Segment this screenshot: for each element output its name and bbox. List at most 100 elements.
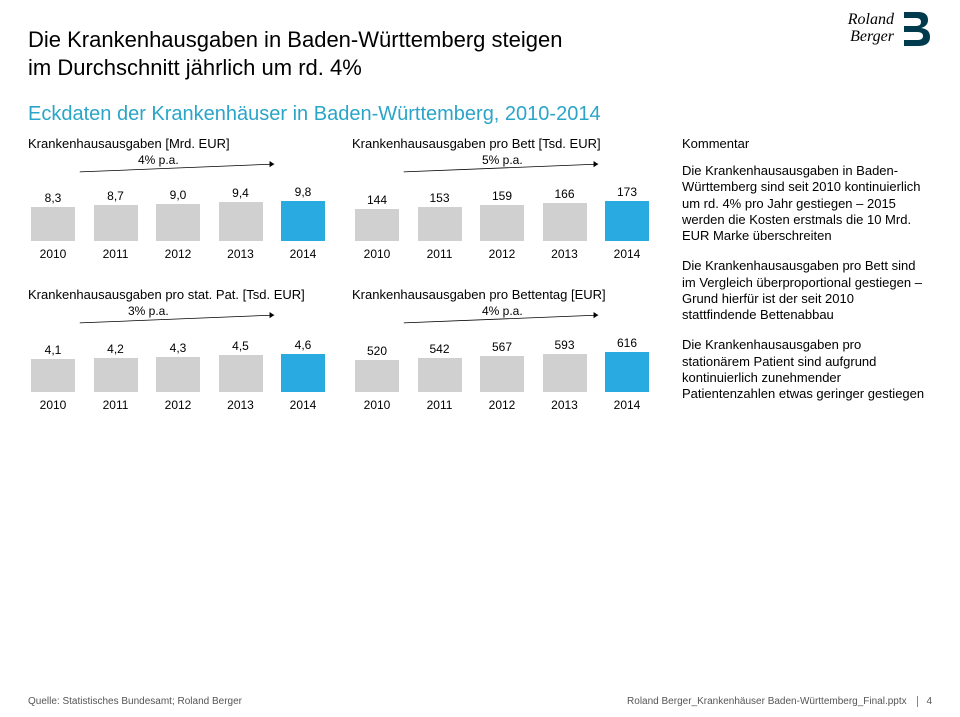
- axis-tick-label: 2012: [477, 247, 527, 261]
- bar-unit: 8,3: [28, 191, 78, 241]
- bar-unit: 4,2: [91, 342, 141, 392]
- footer-doc: Roland Berger_Krankenhäuser Baden-Württe…: [627, 696, 907, 707]
- commentary-para: Die Krankenhausausgaben in Baden-Württem…: [682, 163, 932, 244]
- axis-tick-label: 2013: [216, 247, 266, 261]
- bar-unit: 166: [540, 187, 590, 241]
- footer: Quelle: Statistisches Bundesamt; Roland …: [28, 696, 932, 707]
- bar-unit: 9,4: [216, 186, 266, 241]
- chart-area: 3% p.a.4,14,24,34,54,6: [28, 304, 328, 392]
- bar-value-label: 8,3: [45, 191, 62, 205]
- chart-block: Krankenhausausgaben [Mrd. EUR]4% p.a.8,3…: [28, 136, 328, 261]
- bar: [94, 358, 138, 392]
- x-axis: 2010 2011 2012 2013 2014: [352, 398, 652, 412]
- bar-unit: 159: [477, 189, 527, 241]
- bar-value-label: 9,8: [295, 185, 312, 199]
- axis-tick-label: 2012: [153, 398, 203, 412]
- bar-value-label: 4,2: [107, 342, 124, 356]
- footer-page: 4: [917, 696, 932, 707]
- axis-tick-label: 2014: [278, 247, 328, 261]
- axis-tick-label: 2011: [415, 247, 465, 261]
- bar: [219, 202, 263, 241]
- bar-unit: 4,3: [153, 341, 203, 392]
- bar: [355, 360, 399, 392]
- bars-row: 144 153 159 166 173: [352, 177, 652, 241]
- brand-line-2: Berger: [848, 29, 894, 46]
- chart-block: Krankenhausausgaben pro stat. Pat. [Tsd.…: [28, 287, 328, 412]
- x-axis: 2010 2011 2012 2013 2014: [352, 247, 652, 261]
- bar-value-label: 144: [367, 193, 387, 207]
- axis-tick-label: 2011: [415, 398, 465, 412]
- chart-column-left: Krankenhausausgaben [Mrd. EUR]4% p.a.8,3…: [28, 136, 328, 438]
- bar-value-label: 542: [429, 342, 449, 356]
- bar-unit: 153: [415, 191, 465, 241]
- bar: [355, 209, 399, 241]
- axis-tick-label: 2010: [352, 398, 402, 412]
- commentary-para: Die Krankenhausausgaben pro Bett sind im…: [682, 258, 932, 323]
- bar: [418, 358, 462, 392]
- trend-arrow-icon: [32, 312, 322, 326]
- content-columns: Krankenhausausgaben [Mrd. EUR]4% p.a.8,3…: [28, 136, 932, 438]
- brand-line-1: Roland: [848, 12, 894, 29]
- chart-area: 4% p.a.8,38,79,09,49,8: [28, 153, 328, 241]
- bar-unit: 593: [540, 338, 590, 392]
- bar-value-label: 9,4: [232, 186, 249, 200]
- bar: [418, 207, 462, 241]
- bar-unit: 9,0: [153, 188, 203, 241]
- bar: [219, 355, 263, 392]
- bar-value-label: 593: [554, 338, 574, 352]
- bar-value-label: 4,3: [170, 341, 187, 355]
- axis-tick-label: 2014: [602, 247, 652, 261]
- axis-tick-label: 2011: [91, 247, 141, 261]
- axis-tick-label: 2010: [352, 247, 402, 261]
- page-subtitle: Eckdaten der Krankenhäuser in Baden-Würt…: [28, 103, 932, 126]
- chart-block: Krankenhausausgaben pro Bettentag [EUR]4…: [352, 287, 652, 412]
- footer-source: Quelle: Statistisches Bundesamt; Roland …: [28, 696, 242, 707]
- bar-value-label: 4,5: [232, 339, 249, 353]
- bar-value-label: 173: [617, 185, 637, 199]
- bar-unit: 4,1: [28, 343, 78, 392]
- bar-value-label: 159: [492, 189, 512, 203]
- chart-block: Krankenhausausgaben pro Bett [Tsd. EUR]5…: [352, 136, 652, 261]
- bar: [605, 201, 649, 241]
- axis-tick-label: 2013: [540, 398, 590, 412]
- bar-unit: 144: [352, 193, 402, 241]
- trend-arrow-icon: [32, 161, 322, 175]
- bars-row: 4,1 4,2 4,3 4,5 4,6: [28, 328, 328, 392]
- axis-tick-label: 2013: [216, 398, 266, 412]
- bar: [480, 356, 524, 392]
- trend-arrow-icon: [356, 312, 646, 326]
- bar-value-label: 153: [429, 191, 449, 205]
- bar-unit: 4,5: [216, 339, 266, 392]
- bar: [281, 201, 325, 241]
- page-title: Die Krankenhausgaben in Baden-Württember…: [28, 26, 588, 81]
- axis-tick-label: 2012: [477, 398, 527, 412]
- bar-value-label: 567: [492, 340, 512, 354]
- axis-tick-label: 2014: [602, 398, 652, 412]
- x-axis: 20102011201220132014: [28, 398, 328, 412]
- bar-unit: 520: [352, 344, 402, 392]
- chart-area: 5% p.a.144153159166173: [352, 153, 652, 241]
- bar-value-label: 4,6: [295, 338, 312, 352]
- footer-right: Roland Berger_Krankenhäuser Baden-Württe…: [627, 696, 932, 707]
- chart-title: Krankenhausausgaben [Mrd. EUR]: [28, 136, 328, 151]
- chart-title: Krankenhausausgaben pro Bett [Tsd. EUR]: [352, 136, 652, 151]
- commentary-heading: Kommentar: [682, 136, 932, 151]
- bar-unit: 8,7: [91, 189, 141, 241]
- bar: [156, 357, 200, 392]
- axis-tick-label: 2010: [28, 247, 78, 261]
- axis-tick-label: 2013: [540, 247, 590, 261]
- brand-b-icon: [898, 10, 938, 46]
- chart-column-right: Krankenhausausgaben pro Bett [Tsd. EUR] 5…: [352, 136, 652, 438]
- bar-unit: 542: [415, 342, 465, 392]
- chart-title: Krankenhausausgaben pro stat. Pat. [Tsd.…: [28, 287, 328, 302]
- bar-value-label: 4,1: [45, 343, 62, 357]
- bar: [156, 204, 200, 241]
- bar-value-label: 520: [367, 344, 387, 358]
- bar-unit: 567: [477, 340, 527, 392]
- chart-area: 4% p.a.520542567593616: [352, 304, 652, 392]
- bar-value-label: 8,7: [107, 189, 124, 203]
- bar-value-label: 616: [617, 336, 637, 350]
- trend-arrow-icon: [356, 161, 646, 175]
- commentary-column: Kommentar Die Krankenhausausgaben in Bad…: [676, 136, 932, 438]
- x-axis: 20102011201220132014: [28, 247, 328, 261]
